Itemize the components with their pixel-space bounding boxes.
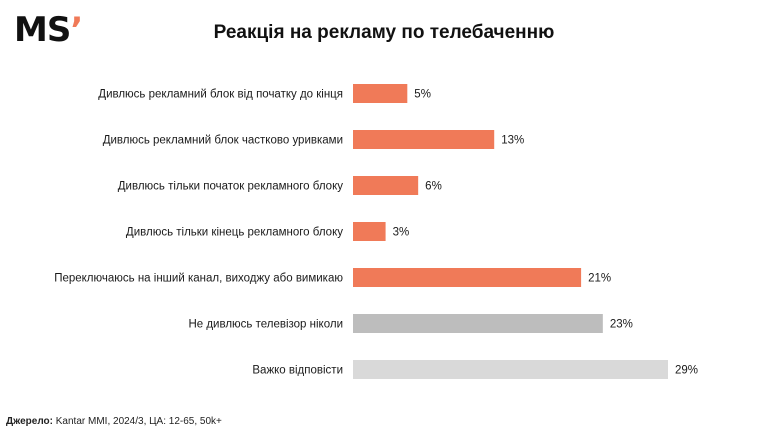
- brand-logo-mark: ’: [70, 10, 83, 50]
- bar: [353, 222, 386, 241]
- bar: [353, 360, 668, 379]
- source-text: Kantar MMI, 2024/3, ЦА: 12-65, 50k+: [55, 416, 222, 427]
- data-label: 6%: [425, 181, 442, 193]
- bar: [353, 268, 582, 287]
- category-label: Дивлюсь рекламний блок від початку до кі…: [98, 89, 343, 101]
- data-label: 13%: [501, 135, 524, 147]
- source-label: Джерело:: [6, 416, 53, 427]
- data-label: 3%: [393, 227, 410, 239]
- category-label: Дивлюсь тільки кінець рекламного блоку: [126, 227, 343, 239]
- bar: [353, 130, 495, 149]
- data-label: 23%: [610, 319, 633, 331]
- category-label: Важко відповісти: [252, 365, 343, 377]
- category-label: Переключаюсь на інший канал, виходжу або…: [54, 273, 343, 285]
- data-label: 29%: [675, 365, 698, 377]
- brand-logo: MS’: [14, 10, 83, 50]
- source-note: Джерело: Kantar MMI, 2024/3, ЦА: 12-65, …: [6, 416, 222, 427]
- bar: [353, 314, 603, 333]
- brand-logo-text: MS: [14, 10, 71, 50]
- chart-title: Реакція на рекламу по телебаченню: [213, 22, 555, 43]
- bar: [353, 84, 408, 103]
- category-label: Дивлюсь рекламний блок частково уривками: [103, 135, 343, 147]
- bar: [353, 176, 419, 195]
- data-label: 5%: [414, 89, 431, 101]
- data-label: 21%: [588, 273, 611, 285]
- category-label: Не дивлюсь телевізор ніколи: [188, 319, 343, 331]
- category-label: Дивлюсь тільки початок рекламного блоку: [118, 181, 343, 193]
